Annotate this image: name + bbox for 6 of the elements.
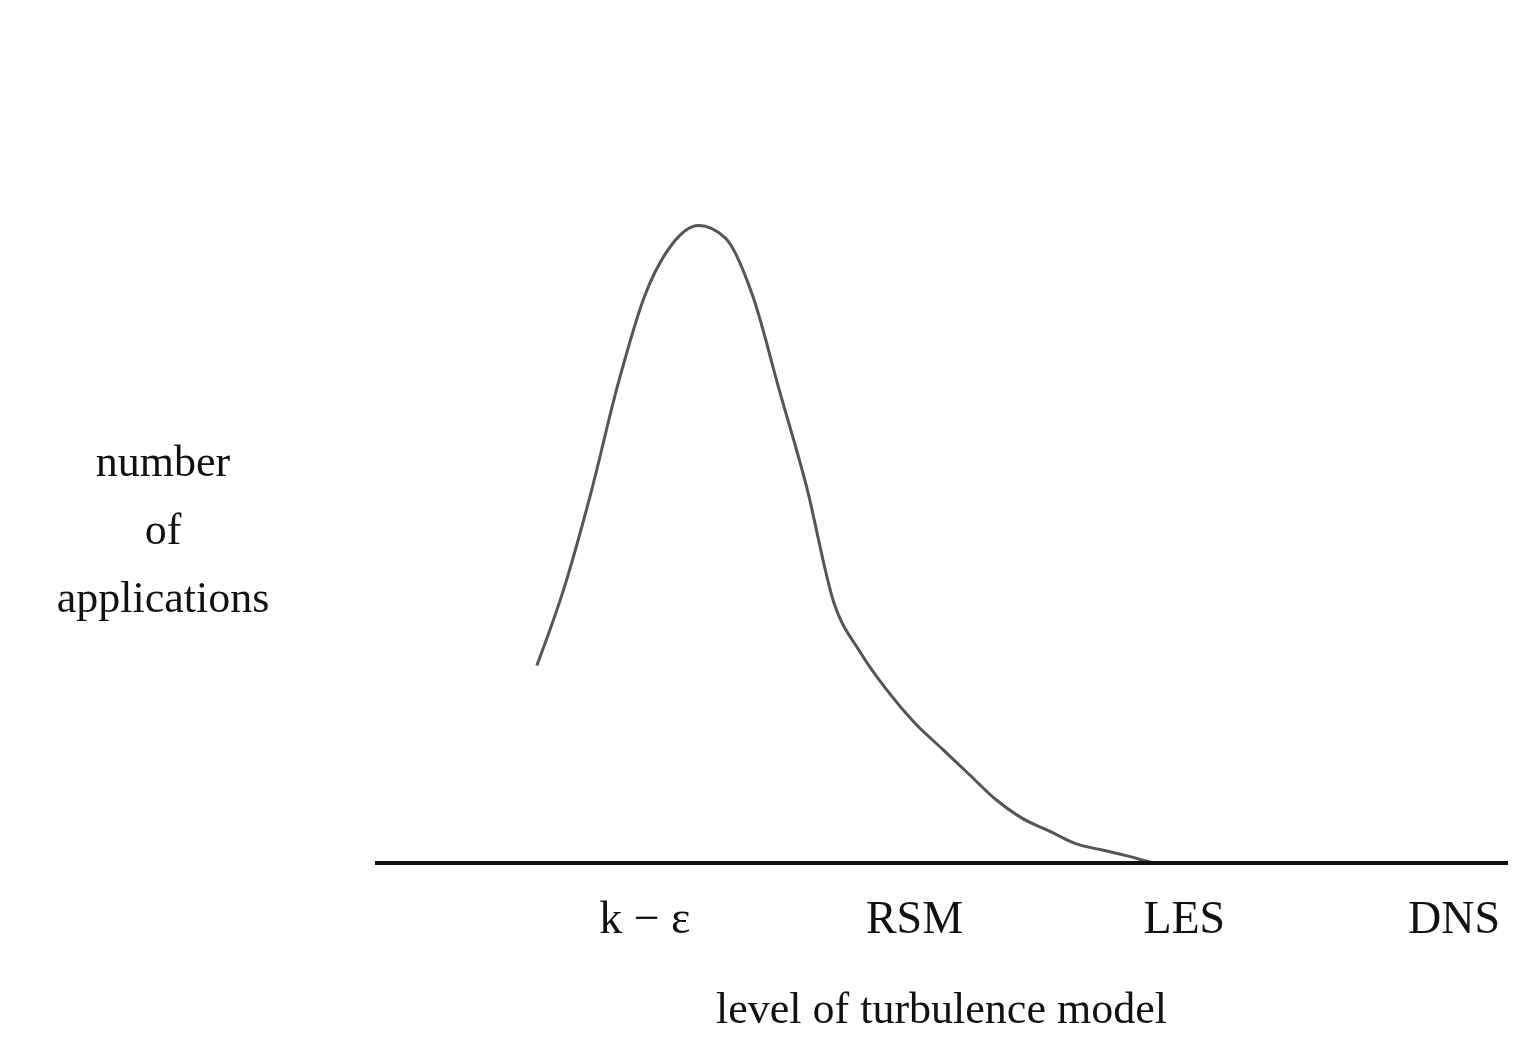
y-axis-title: number of applications [55, 436, 271, 624]
x-tick-label: k − ε [599, 892, 691, 943]
x-axis-title: level of turbulence model [716, 984, 1167, 1033]
x-tick-label: LES [1143, 892, 1226, 943]
x-tick-label: DNS [1408, 892, 1501, 943]
x-tick-label: RSM [865, 892, 964, 943]
